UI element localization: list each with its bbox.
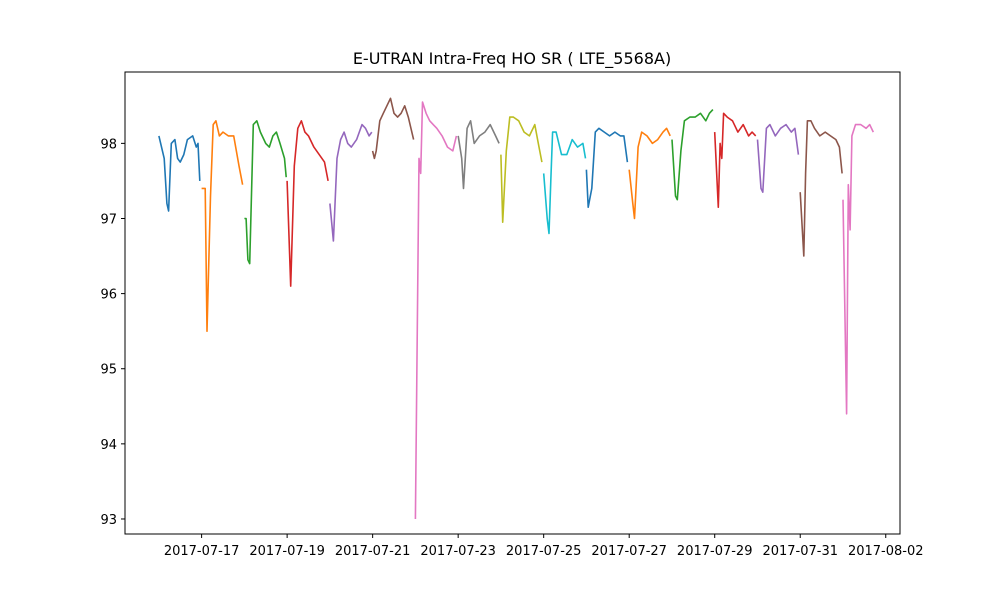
x-tick-label: 2017-07-23 [420, 544, 496, 559]
x-tick-label: 2017-07-29 [677, 544, 753, 559]
series-line [457, 120, 500, 190]
series-line [585, 127, 629, 208]
series-line [842, 123, 875, 415]
x-tick-label: 2017-07-19 [249, 544, 325, 559]
series-line [329, 123, 373, 242]
series-line [542, 131, 587, 235]
series-line [371, 97, 415, 160]
x-tick-label: 2017-07-21 [335, 544, 411, 559]
series-line [799, 120, 843, 257]
series-line [671, 109, 714, 201]
series-line [628, 127, 671, 220]
y-tick-label: 97 [100, 212, 117, 227]
series-line [244, 120, 287, 265]
series-line [414, 101, 458, 520]
series-line [756, 123, 800, 193]
x-tick-label: 2017-08-02 [848, 544, 924, 559]
series-line [158, 135, 201, 212]
x-tick-label: 2017-07-25 [506, 544, 582, 559]
y-tick-label: 98 [100, 137, 117, 152]
x-tick-label: 2017-07-17 [164, 544, 240, 559]
x-tick-label: 2017-07-27 [591, 544, 667, 559]
x-tick-label: 2017-07-31 [762, 544, 838, 559]
chart-title: E-UTRAN Intra-Freq HO SR ( LTE_5568A) [353, 49, 671, 69]
series-line [286, 120, 329, 287]
y-tick-label: 94 [100, 438, 117, 453]
series-line [201, 120, 244, 333]
y-axis: 93 94 95 96 97 98 [100, 137, 125, 528]
plot-frame [124, 71, 901, 535]
y-tick-label: 95 [100, 363, 117, 378]
series-line [500, 116, 543, 223]
series-line [713, 112, 757, 208]
x-axis: 2017-07-17 2017-07-19 2017-07-21 2017-07-23… [164, 534, 924, 559]
series-layer [158, 97, 875, 520]
y-tick-label: 93 [100, 513, 117, 528]
y-tick-label: 96 [100, 288, 117, 303]
